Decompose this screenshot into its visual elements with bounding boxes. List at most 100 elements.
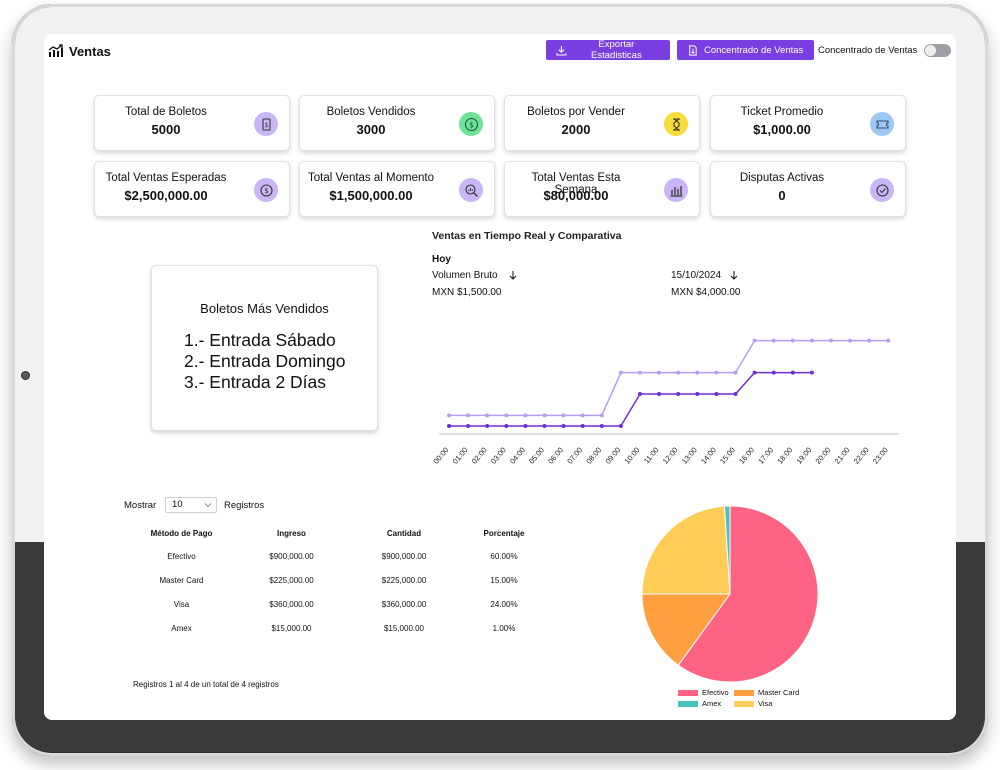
data-point[interactable] (447, 424, 451, 428)
data-point[interactable] (523, 424, 528, 428)
arrow-down-icon[interactable] (508, 270, 518, 280)
data-point[interactable] (466, 413, 471, 418)
data-point[interactable] (790, 338, 795, 343)
data-point[interactable] (771, 338, 776, 343)
data-point[interactable] (504, 424, 509, 428)
column-header[interactable]: Porcentaje (483, 528, 525, 538)
data-point[interactable] (657, 392, 662, 396)
column-header[interactable]: Cantidad (386, 528, 422, 538)
volume-label[interactable]: Volumen Bruto (432, 270, 498, 281)
data-point[interactable] (790, 370, 795, 375)
table-cell: Amex (171, 623, 192, 633)
data-point[interactable] (714, 370, 719, 375)
data-point[interactable] (561, 413, 566, 418)
legend-item[interactable]: Visa (734, 699, 772, 708)
top-selling-card: Boletos Más Vendidos 1.- Entrada Sábado … (151, 265, 378, 431)
bar-chart-icon (664, 178, 688, 202)
stat-card: Total Ventas Esta Semana $80,000.00 (504, 161, 700, 217)
app-screen: Ventas Exportar Estadisticas Concentrado… (44, 34, 956, 720)
stat-value: 5000 (151, 122, 181, 137)
data-point[interactable] (561, 424, 566, 428)
pie-slice[interactable] (641, 505, 731, 595)
legend-item[interactable]: Amex (678, 699, 721, 708)
page-size-select[interactable]: 10 (165, 497, 217, 513)
pie-slice[interactable] (641, 593, 731, 666)
column-header[interactable]: Ingreso (277, 528, 306, 538)
data-point[interactable] (523, 413, 528, 418)
app-header: Ventas Exportar Estadisticas Concentrado… (44, 34, 956, 68)
table-body: Efectivo $900,000.00 $900,000.00 60.00% Mast… (124, 544, 544, 640)
data-point[interactable] (848, 338, 853, 343)
export-stats-label: Exportar Estadisticas (591, 39, 642, 61)
data-point[interactable] (638, 370, 642, 375)
data-point[interactable] (695, 370, 700, 375)
x-tick-label: 05:00 (527, 446, 546, 464)
data-point[interactable] (580, 424, 585, 428)
data-point[interactable] (886, 338, 891, 343)
stat-value: $1,000.00 (753, 122, 811, 137)
data-point[interactable] (676, 392, 681, 396)
data-point[interactable] (657, 370, 662, 375)
show-label: Mostrar (124, 500, 157, 511)
realtime-line-chart: 00:00 01:00 02:00 03:00 04:00 05:00 06:00 07:00… (432, 338, 899, 464)
concentrado-toggle[interactable] (924, 44, 951, 57)
ticket-icon (870, 112, 894, 136)
concentrado-button[interactable]: Concentrado de Ventas (677, 40, 814, 60)
data-point[interactable] (809, 370, 814, 375)
data-point[interactable] (599, 413, 604, 418)
column-header[interactable]: Método de Pago (150, 528, 213, 538)
data-point[interactable] (466, 424, 471, 428)
data-point[interactable] (618, 370, 623, 375)
stat-label: Total Ventas Esta Semana (531, 172, 621, 196)
arrow-down-icon[interactable] (729, 270, 739, 280)
pie-slice[interactable] (723, 505, 731, 595)
data-point[interactable] (638, 392, 642, 396)
data-point[interactable] (733, 370, 738, 375)
x-tick-label: 17:00 (756, 446, 775, 464)
stat-value: 0 (778, 188, 786, 203)
data-point[interactable] (752, 338, 757, 343)
data-point[interactable] (676, 370, 681, 375)
export-stats-button[interactable]: Exportar Estadisticas (546, 39, 670, 61)
data-point[interactable] (771, 370, 776, 375)
table-row: Amex $15,000.00 $15,000.00 1.00% (124, 616, 544, 640)
data-point[interactable] (829, 338, 833, 343)
check-circle-icon (870, 178, 894, 202)
data-point[interactable] (485, 424, 490, 428)
x-tick-label: 06:00 (546, 446, 565, 464)
x-tick-label: 10:00 (623, 446, 642, 464)
data-point[interactable] (695, 392, 700, 396)
data-point[interactable] (599, 424, 604, 428)
data-point[interactable] (714, 392, 719, 396)
table-cell: $15,000.00 (383, 623, 425, 633)
compare-date[interactable]: 15/10/2024 (671, 270, 722, 281)
dollar-coin-icon: $ (459, 112, 483, 136)
top-selling-title: Boletos Más Vendidos (200, 301, 329, 316)
data-point[interactable] (542, 424, 547, 428)
legend-item[interactable]: Master Card (734, 688, 799, 697)
data-point[interactable] (618, 424, 623, 428)
data-point[interactable] (447, 413, 451, 418)
svg-text:$: $ (468, 120, 473, 129)
x-tick-label: 14:00 (699, 446, 718, 464)
stat-value: $80,000.00 (543, 188, 609, 203)
legend-swatch (678, 689, 698, 696)
concentrado-toggle-label: Concentrado de Ventas (818, 45, 918, 56)
data-point[interactable] (580, 413, 585, 418)
data-point[interactable] (809, 338, 814, 343)
data-point[interactable] (542, 413, 547, 418)
data-point[interactable] (485, 413, 490, 418)
table-cell: Master Card (159, 575, 204, 585)
table-cell: $360,000.00 (269, 599, 314, 609)
x-tick-label: 11:00 (642, 446, 661, 464)
data-point[interactable] (867, 338, 872, 343)
pie-slice[interactable] (677, 505, 819, 683)
stat-card: Disputas Activas 0 (710, 161, 906, 217)
stat-label: Boletos Vendidos (326, 106, 416, 118)
data-point[interactable] (733, 392, 738, 396)
x-tick-label: 15:00 (718, 446, 737, 464)
data-point[interactable] (752, 370, 757, 375)
table-cell: 1.00% (492, 623, 516, 633)
legend-item[interactable]: Efectivo (678, 688, 729, 697)
data-point[interactable] (504, 413, 509, 418)
